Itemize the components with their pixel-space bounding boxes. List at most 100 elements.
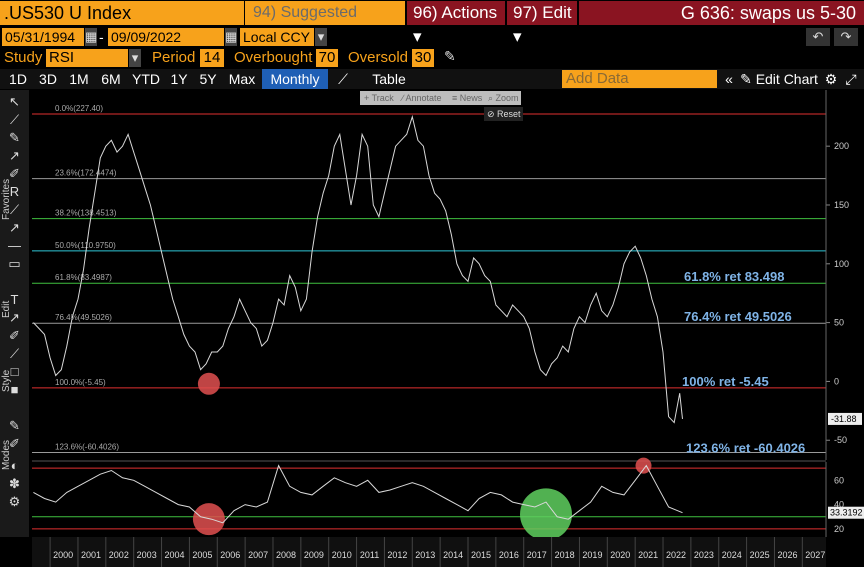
x-tick-label: 2015 bbox=[471, 550, 491, 560]
x-tick-label: 2023 bbox=[694, 550, 714, 560]
x-tick-label: 2019 bbox=[582, 550, 602, 560]
ticker-field[interactable]: .US530 U Index bbox=[0, 1, 244, 25]
arrow-tool-icon[interactable]: ↗ bbox=[9, 310, 20, 325]
retracement-annotation: 76.4% ret 49.5026 bbox=[684, 309, 792, 324]
ray-tool-icon[interactable]: ↗ bbox=[9, 220, 20, 235]
brush-icon[interactable]: ✐ bbox=[9, 166, 20, 181]
x-axis: 2000 2001 2002 2003 2004 2005 2006 2007 2008 2009… bbox=[32, 537, 826, 567]
date-separator: - bbox=[99, 29, 104, 45]
arrow-tool-icon[interactable]: ↗ bbox=[9, 148, 20, 163]
highlight-circle bbox=[192, 503, 225, 536]
tab-6m[interactable]: 6M bbox=[101, 71, 121, 87]
fib-label: 76.4%(49.5026) bbox=[55, 313, 112, 322]
brush-icon[interactable]: ✐ bbox=[9, 436, 20, 451]
line-tool-icon[interactable]: ⟋ bbox=[9, 112, 20, 127]
chart-title: G 636: swaps us 5-30 bbox=[579, 1, 864, 25]
collapse-icon[interactable]: « bbox=[725, 71, 733, 87]
settings-icon[interactable]: ⚙ bbox=[8, 494, 21, 509]
last-value-box bbox=[828, 412, 862, 425]
table-button[interactable]: Table bbox=[372, 71, 406, 87]
rsi-tick-label: 60 bbox=[834, 475, 844, 485]
rsi-last-label: 33.3192 bbox=[830, 508, 863, 518]
x-tick-label: 2016 bbox=[499, 550, 519, 560]
period-input[interactable]: 14 bbox=[200, 49, 224, 67]
edit-menu[interactable]: 97) Edit ▾ bbox=[507, 1, 577, 46]
tab-1d[interactable]: 1D bbox=[9, 71, 27, 87]
rsi-tick-label: 20 bbox=[834, 524, 844, 534]
fib-label: 50.0%(110.9750) bbox=[55, 241, 116, 250]
start-date-field[interactable]: 05/31/1994 bbox=[2, 28, 84, 46]
chevron-down-icon[interactable]: ▾ bbox=[315, 28, 327, 46]
pencil-icon: ✎ bbox=[740, 71, 756, 87]
x-tick-label: 2012 bbox=[387, 550, 407, 560]
overbought-input[interactable]: 70 bbox=[316, 49, 338, 67]
pencil-icon[interactable]: ✎ bbox=[9, 130, 20, 145]
study-select[interactable]: RSI bbox=[46, 49, 128, 67]
line-chart-icon[interactable]: ⟋ bbox=[338, 71, 348, 87]
mode-icon[interactable]: ◐ bbox=[10, 458, 19, 473]
fib-label: 0.0%(227.40) bbox=[55, 104, 103, 113]
trend-tool-icon[interactable]: ⟋ bbox=[9, 202, 20, 217]
horizontal-line-icon[interactable]: — bbox=[8, 238, 21, 253]
fill-tool-icon[interactable]: ■ bbox=[10, 382, 19, 397]
pencil-icon[interactable]: ✎ bbox=[444, 48, 456, 64]
undo-icon[interactable]: ↶ bbox=[806, 28, 830, 46]
retracement-annotation: 61.8% ret 83.498 bbox=[684, 269, 784, 284]
fib-label: 38.2%(138.4513) bbox=[55, 209, 117, 218]
line-tool-icon[interactable]: ⟋ bbox=[9, 346, 20, 361]
retracement-annotation: 100% ret -5.45 bbox=[682, 374, 769, 389]
oversold-input[interactable]: 30 bbox=[412, 49, 434, 67]
add-data-input[interactable]: Add Data bbox=[562, 70, 717, 88]
calendar-icon[interactable]: ▦ bbox=[85, 28, 98, 46]
end-date-field[interactable]: 09/09/2022 bbox=[108, 28, 224, 46]
calendar-icon[interactable]: ▦ bbox=[225, 28, 238, 46]
edit-chart-label: Edit Chart bbox=[755, 71, 818, 87]
x-tick-label: 2010 bbox=[332, 550, 352, 560]
y-tick-label: 200 bbox=[834, 141, 849, 151]
actions-menu[interactable]: 96) Actions ▾ bbox=[407, 1, 505, 46]
retracement-annotation: 123.6% ret -60.4026 bbox=[686, 440, 805, 455]
currency-select[interactable]: Local CCY bbox=[240, 28, 314, 46]
rsi-last-box bbox=[828, 506, 864, 519]
highlight-circle bbox=[635, 457, 652, 474]
x-tick-label: 2007 bbox=[248, 550, 268, 560]
x-tick-label: 2021 bbox=[638, 550, 658, 560]
x-tick-label: 2001 bbox=[81, 550, 101, 560]
tab-1m[interactable]: 1M bbox=[69, 71, 89, 87]
x-tick-label: 2000 bbox=[53, 550, 73, 560]
tab-5y[interactable]: 5Y bbox=[199, 71, 217, 87]
annotate-button[interactable]: ∕ Annotate bbox=[402, 93, 442, 103]
zoom-button[interactable]: ⌕ Zoom bbox=[488, 93, 519, 103]
track-button[interactable]: + Track bbox=[364, 93, 394, 103]
tab-max[interactable]: Max bbox=[228, 71, 256, 87]
tab-ytd[interactable]: YTD bbox=[132, 71, 160, 87]
y-tick-label: -50 bbox=[834, 435, 847, 445]
palette-icon[interactable]: ✽ bbox=[9, 476, 20, 491]
edit-chart-button[interactable]: ✎ Edit Chart bbox=[740, 69, 818, 89]
period-label: Period bbox=[152, 49, 196, 66]
fib-label: 61.8%(83.4987) bbox=[55, 273, 112, 282]
pencil-icon[interactable]: ✎ bbox=[9, 418, 20, 433]
box-tool-icon[interactable]: □ bbox=[10, 364, 19, 379]
chart-tools-bar bbox=[360, 91, 521, 105]
news-button[interactable]: ≡ News bbox=[452, 93, 483, 103]
oversold-label: Oversold bbox=[348, 49, 409, 66]
y-tick-label: 0 bbox=[834, 376, 839, 386]
x-tick-label: 2006 bbox=[220, 550, 240, 560]
tab-3d[interactable]: 3D bbox=[39, 71, 57, 87]
cursor-icon[interactable]: ↖ bbox=[9, 94, 20, 109]
tab-1y[interactable]: 1Y bbox=[170, 71, 188, 87]
text-tool-icon[interactable]: T bbox=[10, 292, 19, 307]
settings-icon[interactable]: ⚙ bbox=[824, 71, 838, 87]
expand-icon[interactable]: ⤢ bbox=[845, 71, 857, 87]
channel-tool-icon[interactable]: ▭ bbox=[8, 256, 21, 271]
x-tick-label: 2022 bbox=[666, 550, 686, 560]
rsi-series-line bbox=[33, 464, 683, 524]
retracement-icon[interactable]: R bbox=[9, 184, 20, 199]
redo-icon[interactable]: ↷ bbox=[834, 28, 858, 46]
highlight-icon[interactable]: ✐ bbox=[9, 328, 20, 343]
chevron-down-icon[interactable]: ▾ bbox=[129, 49, 141, 67]
fib-label: 123.6%(-60.4026) bbox=[55, 442, 119, 451]
reset-button[interactable]: ⊘ Reset bbox=[484, 107, 523, 121]
study-label: Study bbox=[4, 49, 43, 66]
